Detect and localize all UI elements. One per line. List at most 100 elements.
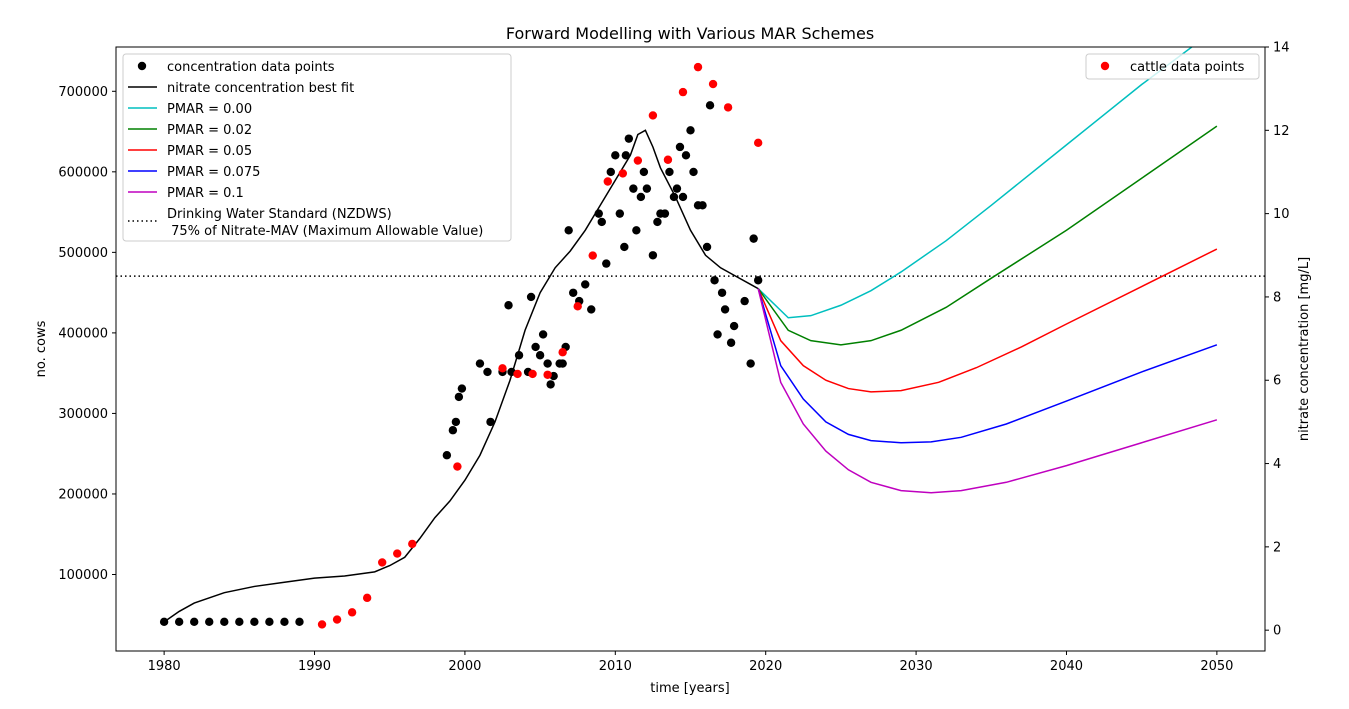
cattle-point bbox=[513, 369, 522, 379]
cattle-point bbox=[693, 62, 703, 72]
concentration-point bbox=[250, 617, 259, 627]
concentration-point bbox=[611, 151, 620, 160]
concentration-point bbox=[665, 167, 674, 177]
cattle-point bbox=[453, 462, 462, 471]
x-tick-label: 2000 bbox=[448, 659, 481, 674]
concentration-point bbox=[280, 617, 289, 627]
left-y-tick-label: 400000 bbox=[58, 326, 108, 341]
cattle-point bbox=[603, 177, 612, 186]
concentration-point bbox=[689, 167, 698, 177]
concentration-point bbox=[632, 226, 641, 235]
concentration-point bbox=[235, 617, 244, 627]
cattle-point bbox=[618, 169, 628, 178]
left-y-tick-label: 200000 bbox=[58, 487, 108, 502]
concentration-point bbox=[678, 192, 688, 202]
legend-label: PMAR = 0.1 bbox=[167, 186, 244, 201]
concentration-point bbox=[624, 134, 634, 143]
concentration-point bbox=[620, 242, 629, 252]
concentration-point bbox=[457, 384, 467, 393]
legend-label: PMAR = 0.02 bbox=[167, 123, 252, 138]
concentration-point bbox=[265, 617, 274, 627]
concentration-point bbox=[597, 217, 606, 227]
cattle-point bbox=[588, 251, 597, 260]
legend-label: concentration data points bbox=[167, 60, 335, 75]
axes-frame bbox=[115, 46, 1266, 652]
concentration-point bbox=[220, 617, 229, 627]
concentration-point bbox=[615, 209, 625, 218]
right-y-tick-label: 14 bbox=[1273, 41, 1290, 56]
concentration-point bbox=[543, 359, 552, 368]
x-tick-label: 2030 bbox=[900, 659, 933, 674]
cattle-point bbox=[633, 156, 643, 165]
concentration-point bbox=[606, 167, 615, 177]
concentration-point bbox=[648, 251, 658, 260]
cattle-point bbox=[408, 539, 417, 549]
concentration-point bbox=[448, 426, 458, 435]
concentration-point bbox=[726, 338, 736, 347]
legend-right-box bbox=[1085, 53, 1260, 80]
concentration-point bbox=[675, 142, 685, 152]
cattle-point bbox=[498, 364, 507, 373]
right-y-tick-label: 0 bbox=[1273, 624, 1281, 639]
cattle-point bbox=[332, 615, 342, 624]
concentration-point bbox=[504, 301, 513, 310]
concentration-point bbox=[546, 380, 555, 389]
legend-left-box bbox=[122, 53, 512, 242]
concentration-point bbox=[740, 296, 749, 306]
right-y-tick-label: 4 bbox=[1273, 457, 1281, 472]
legend-marker bbox=[137, 61, 147, 71]
left-y-axis: 100000 200000 300000 400000 500000 600000 7000… bbox=[58, 85, 116, 583]
legend-label: PMAR = 0.05 bbox=[167, 144, 252, 159]
x-tick-label: 2040 bbox=[1050, 659, 1083, 674]
concentration-point bbox=[535, 351, 545, 360]
concentration-point bbox=[190, 617, 199, 627]
concentration-point bbox=[660, 209, 670, 218]
concentration-point bbox=[483, 367, 492, 377]
series-line-4 bbox=[757, 288, 1218, 494]
cattle-point bbox=[377, 558, 387, 567]
concentration-point bbox=[717, 288, 727, 297]
cattle-point bbox=[528, 369, 537, 379]
concentration-point bbox=[713, 330, 722, 339]
concentration-point bbox=[174, 617, 184, 627]
legend-label-line2: 75% of Nitrate-MAV (Maximum Allowable Va… bbox=[167, 224, 483, 239]
right-y-tick-label: 10 bbox=[1273, 207, 1290, 222]
concentration-point bbox=[475, 359, 485, 368]
concentration-point bbox=[568, 288, 578, 297]
series-line-0 bbox=[757, 47, 1194, 319]
cattle-point bbox=[708, 79, 718, 89]
right-y-tick-label: 2 bbox=[1273, 540, 1281, 555]
right-y-axis-label: nitrate concentration [mg/L] bbox=[1297, 257, 1312, 441]
right-y-tick-label: 12 bbox=[1273, 124, 1290, 139]
cattle-point bbox=[663, 155, 673, 164]
concentration-point bbox=[451, 417, 461, 427]
concentration-point bbox=[710, 276, 719, 285]
legend-label: nitrate concentration best fit bbox=[167, 81, 354, 96]
concentration-point bbox=[514, 351, 524, 360]
chart-title: Forward Modelling with Various MAR Schem… bbox=[506, 24, 874, 43]
concentration-point bbox=[486, 417, 495, 427]
concentration-point bbox=[558, 359, 567, 368]
series-line-3 bbox=[757, 288, 1218, 444]
plot-area bbox=[116, 47, 1265, 629]
legend-label: Drinking Water Standard (NZDWS) bbox=[167, 207, 392, 222]
concentration-point bbox=[564, 226, 573, 235]
right-y-tick-label: 8 bbox=[1273, 290, 1281, 305]
series-line-1 bbox=[757, 125, 1218, 346]
right-y-axis: 0 2 4 6 8 10 12 14 bbox=[1265, 41, 1290, 639]
concentration-point bbox=[538, 330, 548, 339]
concentration-point bbox=[159, 617, 169, 627]
legend-label: PMAR = 0.00 bbox=[167, 102, 252, 117]
concentration-point bbox=[653, 217, 662, 227]
concentration-point bbox=[720, 305, 730, 314]
concentration-point bbox=[621, 151, 631, 160]
x-tick-label: 1980 bbox=[148, 659, 181, 674]
left-y-tick-label: 300000 bbox=[58, 407, 108, 422]
concentration-point bbox=[602, 259, 611, 268]
cattle-point bbox=[573, 302, 582, 311]
cattle-point bbox=[362, 593, 372, 603]
concentration-point bbox=[581, 280, 590, 289]
series-line-2 bbox=[757, 248, 1218, 393]
legend-label: cattle data points bbox=[1130, 60, 1245, 75]
